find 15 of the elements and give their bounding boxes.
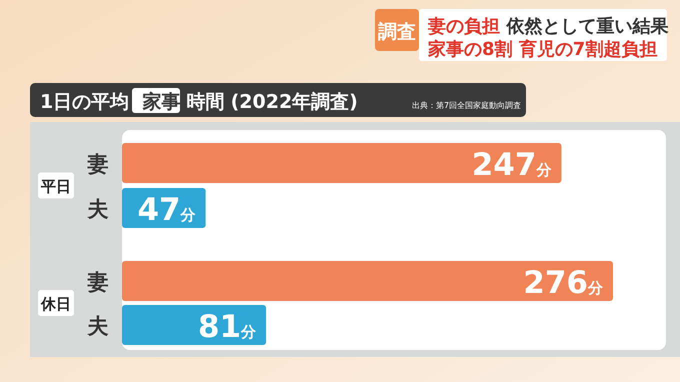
data-label: 47分: [137, 192, 197, 228]
text: 休日: [40, 295, 71, 313]
data-label: 247分: [472, 147, 552, 183]
y-tick-label: 妻: [86, 152, 108, 176]
y-tick-label: 夫: [86, 197, 108, 221]
y-tick-label: 妻: [86, 270, 108, 294]
data-label: 81分: [198, 309, 258, 345]
data-label: 276分: [523, 265, 604, 301]
source-note: 出典：第7回全国家庭動向調査: [412, 101, 522, 110]
text: 家事の8割 育児の7割超負担: [427, 38, 658, 60]
y-tick-label: 夫: [86, 314, 108, 338]
text: 妻の負担 依然として重い結果: [427, 16, 670, 37]
text: 平日: [40, 178, 71, 196]
chart-title: 1日の平均 家事 時間 (2022年調査): [40, 91, 358, 113]
text: 調査: [378, 21, 416, 43]
